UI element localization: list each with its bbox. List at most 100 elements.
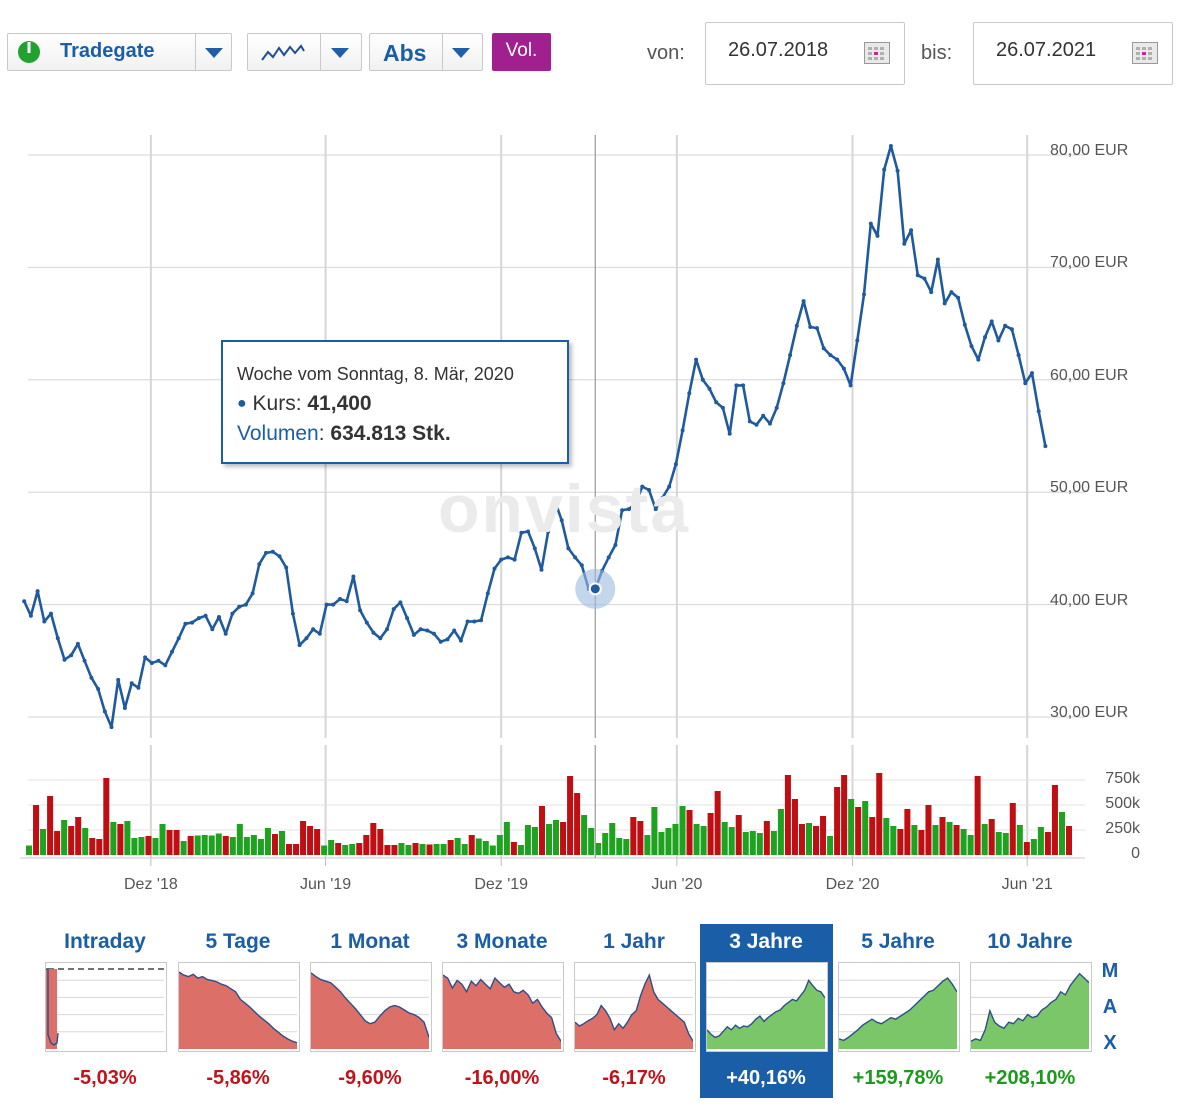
period-sparkline[interactable] — [970, 962, 1092, 1052]
period-sparkline[interactable] — [706, 962, 828, 1052]
price-data-point — [156, 658, 161, 663]
price-data-point — [311, 627, 316, 632]
chevron-down-icon[interactable] — [331, 48, 349, 58]
exchange-select[interactable]: Tradegate — [7, 33, 232, 71]
volume-bar — [595, 843, 602, 855]
volume-bar — [524, 825, 531, 855]
y-axis-tick-label: 30,00 EUR — [1050, 704, 1129, 721]
volume-bar — [651, 807, 658, 855]
volume-bar — [742, 832, 749, 855]
y-axis-tick-label: 80,00 EUR — [1050, 142, 1129, 159]
volume-bar — [391, 845, 398, 855]
volume-bar — [658, 832, 665, 855]
volume-bar — [384, 845, 391, 855]
price-data-point — [714, 400, 719, 405]
period-tab-1[interactable]: 5 Tage — [205, 930, 271, 953]
price-data-point — [640, 484, 645, 489]
volume-bar — [229, 837, 236, 855]
period-tab-0[interactable]: Intraday — [64, 930, 146, 953]
price-data-point — [613, 543, 618, 547]
scale-label: Abs — [383, 40, 427, 66]
volume-bar — [187, 836, 194, 855]
price-data-point — [418, 627, 423, 632]
max-button-m[interactable]: M — [1101, 960, 1119, 982]
from-date-field[interactable]: 26.07.2018 — [705, 22, 905, 85]
x-axis-tick-label: Jun '20 — [651, 876, 703, 893]
volume-bar — [791, 799, 798, 855]
price-data-point — [606, 555, 611, 560]
bullet-icon: ● — [237, 395, 247, 412]
volume-bar — [560, 822, 567, 855]
volume-bar — [545, 824, 553, 855]
price-data-point — [297, 643, 302, 648]
chart-type-select[interactable] — [247, 33, 362, 71]
price-data-point — [425, 628, 430, 633]
period-sparkline[interactable] — [838, 962, 960, 1052]
volume-bar — [798, 824, 805, 855]
price-data-point — [338, 597, 342, 601]
price-data-point — [902, 241, 907, 246]
price-data-point — [747, 419, 752, 424]
scale-select[interactable]: Abs — [369, 33, 483, 71]
price-data-point — [109, 725, 114, 730]
period-tab-2[interactable]: 1 Monat — [330, 930, 410, 953]
period-tab-4[interactable]: 1 Jahr — [603, 930, 665, 953]
price-data-point — [398, 600, 403, 605]
volume-bar — [61, 820, 68, 855]
price-data-point — [143, 655, 148, 660]
volume-bar — [574, 793, 581, 855]
period-sparkline[interactable] — [45, 962, 167, 1052]
volume-bar — [222, 836, 229, 855]
volume-bar — [869, 817, 876, 855]
to-date-field[interactable]: 26.07.2021 — [973, 22, 1173, 85]
period-tab-5[interactable]: 3 Jahre — [729, 930, 803, 953]
calendar-icon[interactable] — [864, 42, 890, 64]
price-data-point — [28, 613, 33, 618]
volume-bar — [531, 827, 538, 855]
price-data-point — [479, 618, 484, 623]
period-tab-6[interactable]: 5 Jahre — [861, 930, 935, 953]
period-sparkline[interactable] — [310, 962, 432, 1052]
tooltip-volume-label: Volumen — [237, 422, 319, 445]
volume-bar — [897, 829, 904, 855]
price-data-point — [458, 638, 463, 643]
volume-bar — [988, 819, 995, 855]
price-chart[interactable] — [0, 0, 1184, 900]
period-sparkline[interactable] — [178, 962, 300, 1052]
price-data-point — [848, 383, 853, 388]
price-data-point — [203, 613, 208, 618]
volume-bar — [686, 810, 693, 855]
calendar-icon[interactable] — [1132, 42, 1158, 64]
volume-bar — [271, 834, 278, 855]
volume-toggle-button[interactable]: Vol. — [492, 33, 551, 71]
max-button-a[interactable]: A — [1102, 996, 1118, 1018]
volume-bar — [1030, 839, 1037, 855]
volume-bar — [489, 845, 496, 855]
period-tab-3[interactable]: 3 Monate — [456, 930, 548, 953]
price-data-point — [22, 599, 27, 604]
price-data-point — [257, 562, 262, 567]
volume-bar — [932, 825, 939, 855]
max-button-x[interactable]: X — [1103, 1032, 1117, 1054]
price-data-point — [371, 630, 376, 635]
price-data-point — [519, 530, 524, 535]
price-data-point — [875, 233, 880, 238]
period-sparkline[interactable] — [442, 962, 564, 1052]
price-data-point — [89, 675, 94, 680]
price-data-point — [801, 299, 806, 304]
price-data-point — [673, 462, 678, 467]
period-tab-7[interactable]: 10 Jahre — [987, 930, 1073, 953]
volume-bar — [40, 829, 47, 855]
period-sparkline[interactable] — [574, 962, 696, 1052]
chevron-down-icon[interactable] — [452, 48, 470, 58]
volume-axis-tick-label: 250k — [1105, 820, 1140, 837]
volume-bar — [110, 822, 117, 855]
chevron-down-icon[interactable] — [205, 48, 223, 58]
volume-bar — [461, 844, 468, 855]
price-data-point — [405, 616, 410, 621]
highlight-point — [588, 582, 602, 596]
volume-bar — [981, 824, 988, 855]
volume-bar — [735, 815, 742, 855]
volume-bar — [482, 841, 489, 855]
volume-bar — [96, 839, 103, 855]
